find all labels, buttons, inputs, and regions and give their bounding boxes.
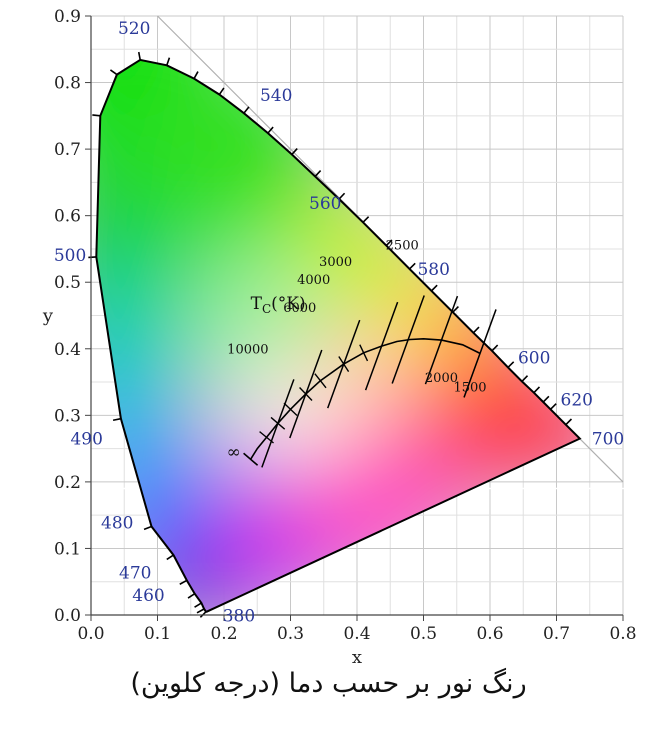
infinity-label: ∞ [227,442,241,462]
isotherm-label: 3000 [319,255,352,270]
wavelength-tick [112,417,122,422]
wavelength-tick [565,418,573,426]
isotherm-label: 4000 [297,273,330,288]
wavelength-tick [166,554,174,561]
y-tick-label: 0.7 [54,140,81,160]
wavelength-tick [507,361,515,368]
y-tick-label: 0.4 [54,340,81,360]
isotherm-label: 10000 [227,342,268,357]
y-axis-title: y [42,306,54,327]
x-tick-label: 0.2 [210,624,237,644]
spectral-locus [95,58,582,613]
wavelength-label: 540 [260,86,292,106]
chart-labels: 380 460 470 480 490 500 520 540 560 580 600 620 700 [54,19,624,627]
wavelength-tick [196,608,205,614]
y-tick-label: 0.2 [54,473,81,493]
wavelength-label: 560 [309,194,341,214]
wavelength-label: 580 [417,260,449,280]
wavelength-tick [542,395,550,403]
wavelength-tick [385,239,393,247]
isotherm-label: 6000 [283,301,316,316]
isotherm-line [463,309,497,398]
x-tick-label: 0.6 [476,624,503,644]
y-tick-label: 0.3 [54,406,81,426]
wavelength-label: 460 [132,586,164,606]
wavelength-tick [491,344,499,352]
wavelength-tick [143,525,152,531]
fill-blob [297,315,417,436]
isotherm-line [391,295,425,384]
wavelength-ticks [88,51,573,618]
wavelength-tick [179,579,188,585]
x-tick-label: 0.5 [410,624,437,644]
isotherm-line [289,349,323,439]
wavelength-tick [291,147,298,155]
wavelength-tick [452,305,459,313]
wavelength-tick [218,87,225,95]
wavelength-tick [533,386,541,394]
wavelength-tick [166,57,171,66]
y-tick-label: 0.8 [54,74,81,94]
wavelength-label: 620 [561,390,593,410]
y-tick-label: 0.0 [54,606,81,626]
y-tick-label: 0.9 [54,7,81,27]
wavelength-label: 380 [223,607,255,627]
wavelength-tick [109,69,118,76]
wavelength-tick [88,256,97,259]
isotherm-line [424,295,459,385]
y-tick-label: 0.6 [54,207,81,227]
y-tick-label: 0.1 [54,539,81,559]
wavelength-label: 480 [101,513,133,533]
isotherm-label: 2500 [386,238,419,253]
wavelength-tick [338,192,346,200]
x-tick-label: 0.7 [543,624,570,644]
wavelength-tick [521,375,529,382]
planckian-title: TC(°K) [251,294,306,316]
wavelength-tick [314,170,322,177]
wavelength-tick [267,126,274,134]
chromaticity-chart: 0.0 0.1 0.2 0.3 0.4 0.5 0.6 0.7 0.8 0.0 0.1 0.2 0.3 0… [41,7,637,668]
x-tick-label: 0.4 [343,624,370,644]
isotherm-label: 1500 [453,380,486,395]
wavelength-label: 470 [119,563,151,583]
wavelength-label: 700 [592,430,624,450]
fill-blob [187,245,328,386]
wavelength-tick [137,51,141,61]
wavelength-label: 500 [54,246,86,266]
temperature-hatch [314,373,327,389]
isotherm-line [261,379,295,468]
wavelength-tick [92,114,101,117]
x-tick-label: 0.0 [77,624,104,644]
gamut-color-fill [96,59,580,612]
wavelength-label: 520 [118,19,150,39]
temperature-hatch [359,344,369,362]
isotherm-line [364,301,399,391]
x-axis-title: x [352,647,362,668]
wavelength-tick [430,284,438,292]
figure-caption: رنگ نور بر حسب دما (درجه کلوین) [130,668,527,699]
wavelength-tick [408,262,416,270]
wavelength-label: 600 [518,348,550,368]
wavelength-tick [549,403,557,410]
isotherm-label: 2000 [425,371,458,386]
wavelength-tick [187,593,196,599]
temperature-hatch [283,402,298,417]
isotherm-line [326,319,361,409]
wavelength-tick [243,106,250,114]
x-tick-label: 0.3 [277,624,304,644]
axes: 0.0 0.1 0.2 0.3 0.4 0.5 0.6 0.7 0.8 0.0 0.1 0.2 0.3 0… [42,7,637,668]
infinity-cap [243,452,259,466]
wavelength-label: 490 [70,430,102,450]
x-tick-label: 0.1 [144,624,171,644]
x-tick-label: 0.8 [609,624,636,644]
y-tick-label: 0.5 [54,273,81,293]
planckian-curve [249,337,481,460]
wavelength-tick [193,71,199,79]
wavelength-tick [472,326,480,334]
wavelength-tick [362,216,370,223]
wavelength-tick [194,602,202,608]
